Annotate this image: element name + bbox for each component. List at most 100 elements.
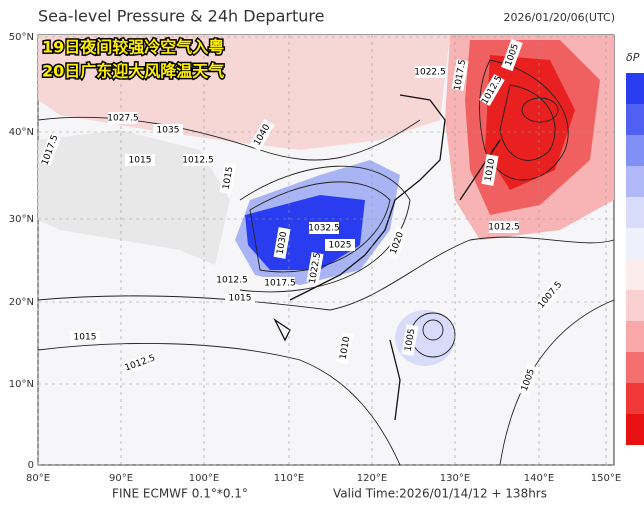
lon-label: 150°E <box>591 473 621 484</box>
label-bg <box>535 279 565 311</box>
caption: 19日夜间较强冷空气入粤 <box>42 38 224 57</box>
contour-label: 1010 <box>481 154 499 186</box>
contour-value: 1012.5 <box>216 276 248 286</box>
label-bg <box>225 292 255 304</box>
lon-label: 100°E <box>189 473 219 484</box>
contour-label: 1005 <box>401 324 419 356</box>
isobar <box>37 236 615 311</box>
isobar <box>479 59 569 181</box>
isobar <box>422 319 444 341</box>
colorbar-swatch <box>626 259 644 290</box>
timestamp: 2026/01/20/06(UTC) <box>504 11 616 24</box>
valid-time: Valid Time:2026/01/14/12 + 138hrs <box>333 487 547 501</box>
contour-label: 1015 <box>225 292 255 304</box>
contour-value: 1035 <box>157 126 180 136</box>
contour-label: 1017.5 <box>451 59 469 91</box>
label-bg <box>489 221 519 233</box>
lat-label: 20°N <box>9 297 34 308</box>
contour-value: 1010 <box>339 336 353 361</box>
colorbar-swatch <box>626 383 644 414</box>
isobar <box>249 181 391 273</box>
colorbar-swatch <box>626 290 644 321</box>
contour-label: 1017.5 <box>264 277 296 289</box>
contour-label: 1022.5 <box>414 66 446 78</box>
lon-label: 140°E <box>524 473 554 484</box>
label-bg <box>415 66 445 78</box>
label-bg <box>336 332 354 364</box>
negative-departure <box>395 310 455 366</box>
colorbar-swatch <box>626 228 644 259</box>
caption: 20日广东迎大风降温天气 <box>42 62 224 81</box>
contour-value: 1015 <box>222 166 236 190</box>
contour-label: 1015 <box>70 331 100 343</box>
label-bg <box>481 154 499 186</box>
lat-label: 50°N <box>9 32 34 43</box>
lon-label: 80°E <box>26 473 50 484</box>
contour-label: 1032.5 <box>308 222 340 234</box>
plateau-terrain <box>38 130 230 265</box>
contour-label: 1025 <box>325 239 355 251</box>
contour-value: 1012.5 <box>182 156 214 166</box>
lon-label: 120°E <box>357 473 387 484</box>
label-bg <box>153 124 183 136</box>
label-bg <box>125 154 155 166</box>
contour-label: 1027.5 <box>107 112 139 124</box>
contour-label: 1012.5 <box>182 154 214 166</box>
lon-label: 130°E <box>440 473 470 484</box>
colorbar-swatch <box>626 352 644 383</box>
coastline <box>273 94 501 421</box>
label-bg <box>306 252 324 284</box>
contour-value: 1030 <box>276 231 290 256</box>
colorbar-swatch <box>626 104 644 135</box>
colorbar-swatch <box>626 135 644 166</box>
contour-label: 1015 <box>125 154 155 166</box>
lat-label: 10°N <box>9 379 34 390</box>
contour-label: 1030 <box>273 227 291 259</box>
strong-positive <box>485 55 575 190</box>
contour-label: 1015 <box>219 162 237 194</box>
lat-label: 0 <box>28 460 34 471</box>
label-bg <box>479 74 505 106</box>
contour-label: 1012.5 <box>216 274 248 286</box>
label-bg <box>108 112 138 124</box>
label-bg <box>309 222 339 234</box>
contour-value: 1022.5 <box>414 68 446 78</box>
label-bg <box>517 363 539 397</box>
label-bg <box>501 38 523 72</box>
colorbar-swatch <box>626 321 644 352</box>
contour-value: 1010 <box>484 158 498 183</box>
isobar <box>499 84 556 161</box>
label-bg <box>249 119 275 151</box>
label-bg <box>273 227 291 259</box>
label-bg <box>265 277 295 289</box>
isobar <box>37 342 401 466</box>
lat-label: 40°N <box>9 127 34 138</box>
colorbar <box>626 73 644 445</box>
label-bg <box>123 352 157 374</box>
label-bg <box>325 239 355 251</box>
contour-value: 1005 <box>404 328 418 352</box>
contour-value: 1025 <box>329 241 352 251</box>
contour-value: 1012.5 <box>488 223 520 233</box>
contour-value: 1015 <box>229 294 252 304</box>
label-bg <box>386 226 408 260</box>
contour-value: 1017.5 <box>264 279 296 289</box>
label-bg <box>451 59 469 91</box>
colorbar-swatch <box>626 414 644 445</box>
contour-value: 1015 <box>74 333 97 343</box>
contour-label: 1012.5 <box>488 221 520 233</box>
isobar <box>239 165 411 293</box>
label-bg <box>39 133 61 167</box>
label-layer: 50°N 40°N 30°N 20°N 10°N 0 80°E 90°E 100°E 110°E 1… <box>9 32 621 484</box>
title: Sea-level Pressure & 24h Departure <box>38 7 324 26</box>
colorbar-label: δP <box>626 51 640 64</box>
isobar <box>521 97 559 123</box>
colorbar-swatch <box>626 197 644 228</box>
contour-value: 1027.5 <box>107 114 139 124</box>
label-bg <box>401 324 419 356</box>
lon-label: 110°E <box>274 473 304 484</box>
label-bg <box>70 331 100 343</box>
contour-value: 1015 <box>129 156 152 166</box>
